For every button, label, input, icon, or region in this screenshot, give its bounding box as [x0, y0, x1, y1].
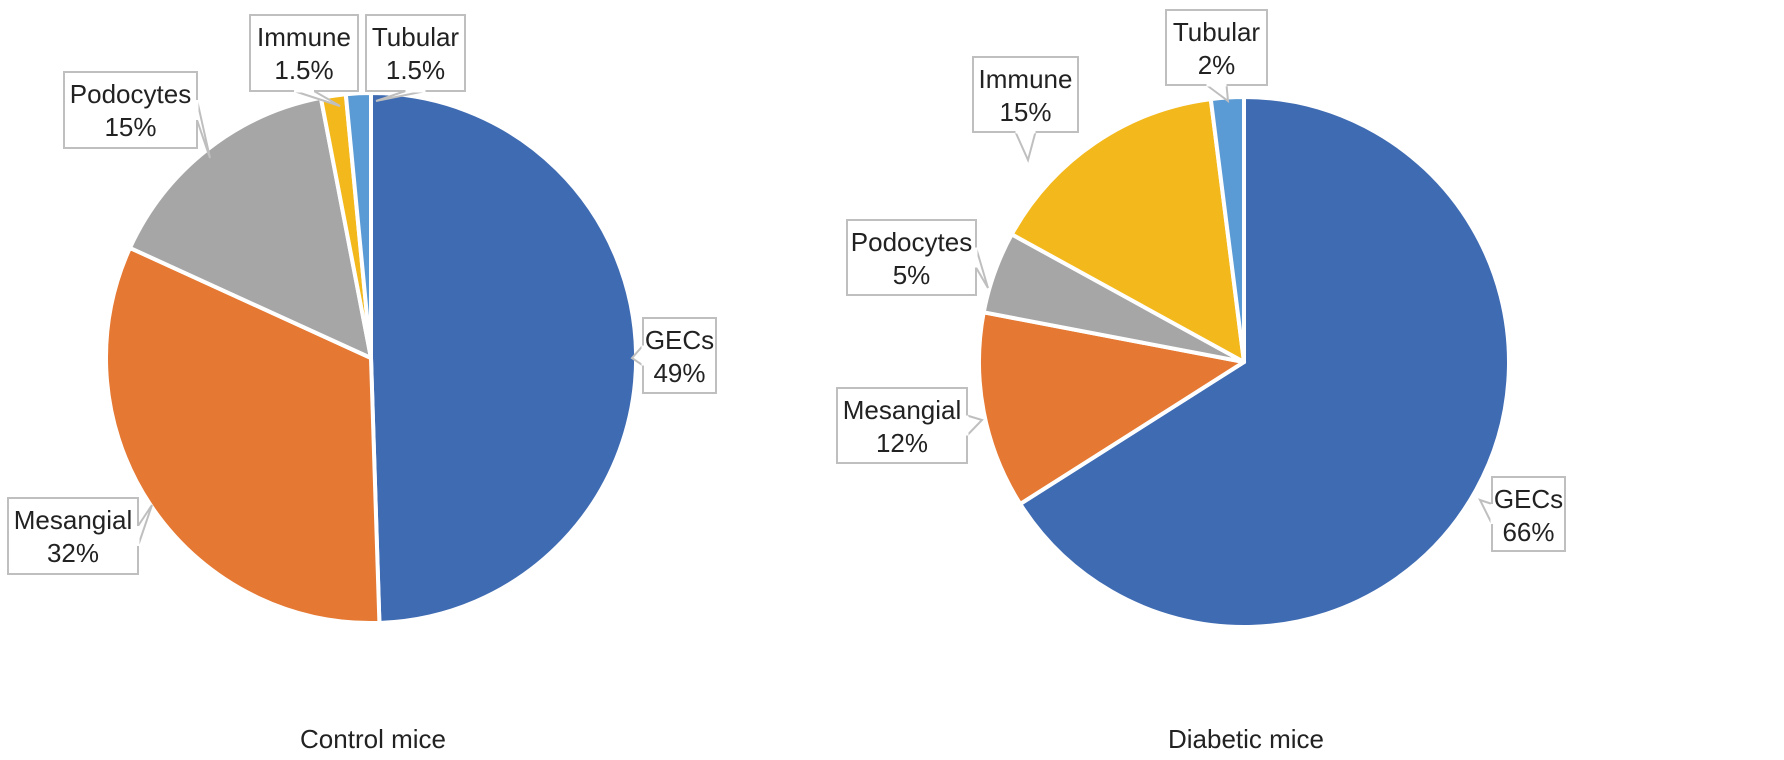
- slice-label-gecs: GECs: [1494, 484, 1563, 514]
- pie-slice-immune: [1009, 97, 1246, 364]
- pie-slice-mesangial: [977, 310, 1246, 506]
- slice-value-immune: 15%: [999, 97, 1051, 127]
- callout-pointer: [1013, 131, 1037, 163]
- control-mice-pie: GECs49%Mesangial32%Podocytes15%Immune1.5…: [7, 14, 717, 754]
- slice-label-mesangial: Mesangial: [843, 395, 962, 425]
- slice-label-mesangial: Mesangial: [14, 505, 133, 535]
- slice-label-tubular: Tubular: [1173, 17, 1261, 47]
- slice-value-mesangial: 32%: [47, 538, 99, 568]
- slice-value-gecs: 49%: [653, 358, 705, 388]
- pie-slice-mesangial: [104, 245, 382, 625]
- callout-pointer: [196, 99, 211, 159]
- slice-value-mesangial: 12%: [876, 428, 928, 458]
- slice-value-podocytes: 15%: [104, 112, 156, 142]
- callout-box: [836, 387, 968, 464]
- callout-box: [7, 497, 139, 575]
- slice-value-immune: 1.5%: [274, 55, 333, 85]
- slice-label-tubular: Tubular: [372, 22, 460, 52]
- pie-slice-gecs: [369, 91, 639, 625]
- chart-title: Diabetic mice: [1168, 724, 1324, 754]
- slice-label-immune: Immune: [979, 64, 1073, 94]
- slice-value-podocytes: 5%: [893, 260, 931, 290]
- slice-label-gecs: GECs: [645, 325, 714, 355]
- slice-label-immune: Immune: [257, 22, 351, 52]
- slice-value-gecs: 66%: [1502, 517, 1554, 547]
- slice-value-tubular: 2%: [1198, 50, 1236, 80]
- callout-pointer: [137, 504, 153, 547]
- chart-title: Control mice: [300, 724, 446, 754]
- callout-box: [972, 56, 1079, 133]
- callout-pointer: [966, 414, 984, 438]
- callout-box: [63, 71, 198, 149]
- callout-box: [642, 317, 717, 394]
- callout-box: [846, 219, 977, 296]
- slice-label-podocytes: Podocytes: [851, 227, 972, 257]
- slice-label-podocytes: Podocytes: [70, 79, 191, 109]
- callout-box: [249, 14, 359, 92]
- callout-box: [365, 14, 466, 92]
- slice-value-tubular: 1.5%: [386, 55, 445, 85]
- callout-pointer: [1478, 498, 1493, 525]
- callout-box: [1165, 9, 1268, 86]
- pie-slice-tubular: [343, 91, 373, 360]
- callout-pointer: [975, 247, 989, 289]
- pie-slice-gecs: [1018, 95, 1511, 629]
